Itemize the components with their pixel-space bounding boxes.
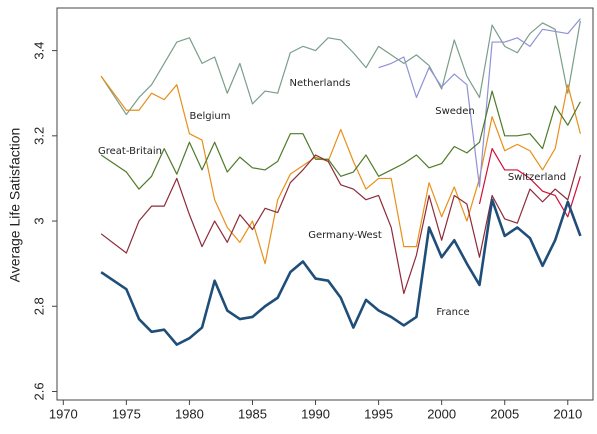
series-label: Belgium <box>190 111 231 122</box>
x-tick-label: 1980 <box>175 406 204 421</box>
y-tick-label: 2.8 <box>31 297 46 315</box>
y-tick-label: 3.4 <box>31 42 46 60</box>
x-tick-label: 1970 <box>49 406 78 421</box>
series-line <box>100 75 581 265</box>
x-tick-label: 1975 <box>112 406 141 421</box>
series-line <box>478 148 581 218</box>
series-line <box>100 90 581 190</box>
x-tick-label: 2000 <box>427 406 456 421</box>
y-axis-label: Average Life Satisfaction <box>7 128 23 283</box>
series-label: France <box>436 307 469 318</box>
x-tick-label: 1995 <box>364 406 393 421</box>
series-label: Sweden <box>435 106 475 117</box>
x-tick-label: 1985 <box>238 406 267 421</box>
y-tick-label: 2.6 <box>31 382 46 400</box>
series-line <box>100 154 581 295</box>
x-tick-label: 1990 <box>301 406 330 421</box>
x-tick-label: 2010 <box>553 406 582 421</box>
series-label: Netherlands <box>290 78 351 89</box>
series-line <box>100 20 581 116</box>
y-tick-label: 3 <box>31 217 46 224</box>
series-line <box>100 198 582 346</box>
x-tick-label: 2005 <box>490 406 519 421</box>
y-tick-label: 3.2 <box>31 127 46 145</box>
series-label: Switzerland <box>508 172 566 183</box>
series-label: Germany-West <box>308 230 382 241</box>
plot-frame <box>56 7 594 401</box>
series-label: Great-Britain <box>98 146 162 157</box>
series-line <box>378 18 581 188</box>
